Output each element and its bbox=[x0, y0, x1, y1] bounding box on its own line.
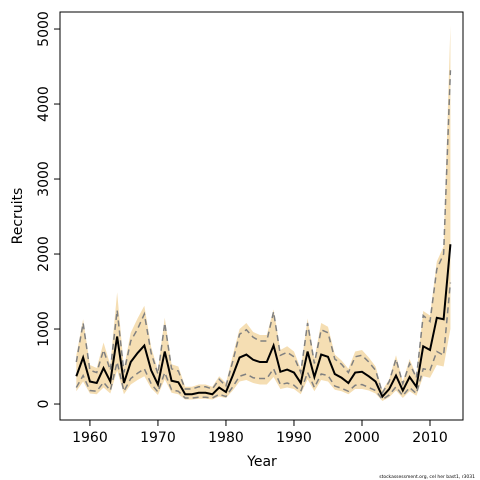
footnote: stockassessment.org, cel her bast1, r303… bbox=[379, 474, 475, 480]
interval-line bbox=[75, 70, 452, 395]
x-axis-label: Year bbox=[246, 454, 277, 470]
x-tick-label: 1970 bbox=[140, 430, 176, 446]
confidence-band bbox=[76, 25, 451, 402]
y-tick-label: 4000 bbox=[36, 86, 52, 122]
y-axis-label: Recruits bbox=[10, 188, 26, 245]
plot-frame bbox=[59, 11, 464, 421]
x-tick-label: 2010 bbox=[412, 430, 448, 446]
y-tick-label: 5000 bbox=[36, 11, 52, 47]
y-tick-label: 3000 bbox=[36, 161, 52, 197]
x-tick-label: 1960 bbox=[72, 430, 108, 446]
y-tick-label: 1000 bbox=[36, 311, 52, 347]
x-tick-label: 1990 bbox=[276, 430, 312, 446]
y-tick-label: 2000 bbox=[36, 236, 52, 272]
y-tick-label: 0 bbox=[36, 400, 52, 409]
interval-line bbox=[75, 282, 452, 401]
x-tick-label: 2000 bbox=[344, 430, 380, 446]
estimate-line bbox=[75, 244, 452, 399]
x-tick-label: 1980 bbox=[208, 430, 244, 446]
